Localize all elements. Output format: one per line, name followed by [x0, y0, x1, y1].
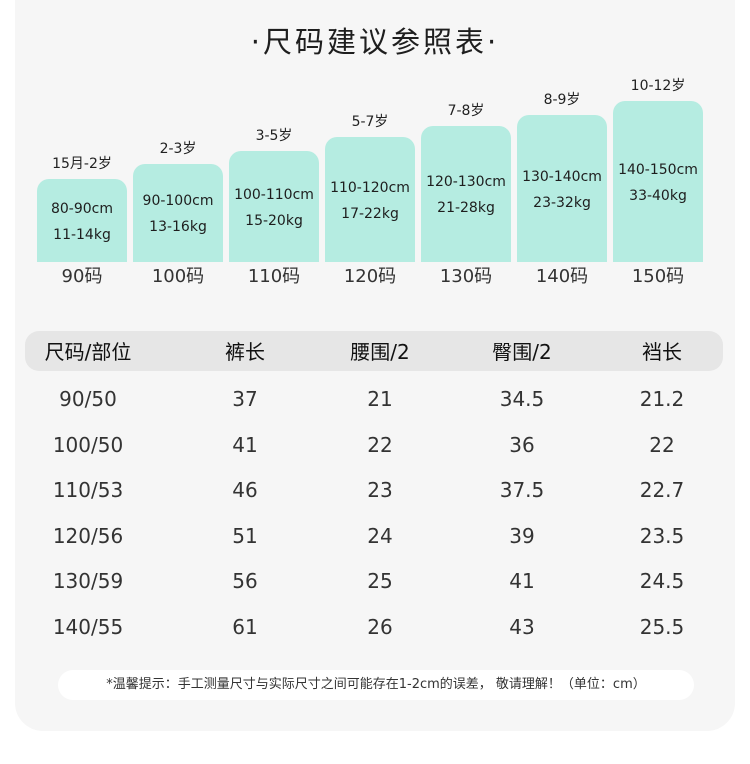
size-height-range: 110-120cm [330, 179, 410, 196]
size-height-range: 100-110cm [234, 186, 314, 203]
size-age-label: 3-5岁 [255, 128, 293, 144]
table-cell: 34.5 [499, 387, 545, 411]
table-header-bg [25, 331, 723, 371]
table-cell: 120/56 [52, 524, 124, 548]
size-age-label: 15月-2岁 [52, 156, 112, 172]
table-cell: 22 [367, 433, 393, 457]
table-cell: 46 [232, 478, 258, 502]
table-cell: 26 [367, 615, 393, 639]
table-cell: 24.5 [639, 569, 685, 593]
size-code-label: 120码 [343, 266, 397, 287]
table-cell: 56 [232, 569, 258, 593]
table-cell: 100/50 [52, 433, 124, 457]
size-bar: 120-130cm 21-28kg [421, 126, 511, 262]
size-weight-range: 23-32kg [533, 194, 591, 211]
table-cell: 61 [232, 615, 258, 639]
table-cell: 25.5 [639, 615, 685, 639]
size-height-range: 120-130cm [426, 174, 506, 190]
size-code-label: 110码 [247, 266, 301, 287]
table-cell: 140/55 [52, 615, 124, 639]
table-cell: 37 [232, 387, 258, 411]
size-note: *温馨提示：手工测量尺寸与实际尺寸之间可能存在1-2cm的误差， 敬请理解！（单… [106, 677, 646, 692]
table-cell: 39 [509, 524, 535, 548]
table-cell: 23.5 [639, 524, 685, 548]
size-code-label: 130码 [439, 266, 493, 287]
size-bar: 130-140cm 23-32kg [517, 115, 607, 262]
size-bar: 140-150cm 33-40kg [613, 101, 703, 262]
table-cell: 24 [367, 524, 393, 548]
size-bar: 90-100cm 13-16kg [133, 164, 223, 262]
table-cell: 51 [232, 524, 258, 548]
table-cell: 130/59 [52, 569, 124, 593]
table-cell: 37.5 [499, 478, 545, 502]
table-header-cell: 裤长 [225, 340, 265, 364]
table-cell: 110/53 [52, 478, 124, 502]
table-cell: 43 [509, 615, 535, 639]
size-height-range: 130-140cm [522, 168, 602, 185]
size-code-label: 100码 [151, 266, 205, 287]
table-cell: 21 [367, 387, 393, 411]
table-cell: 22 [649, 433, 675, 457]
size-height-range: 140-150cm [618, 161, 698, 178]
size-weight-range: 11-14kg [53, 226, 111, 243]
table-cell: 41 [509, 569, 535, 593]
size-height-range: 90-100cm [142, 193, 214, 209]
size-age-label: 10-12岁 [630, 78, 686, 94]
size-age-label: 2-3岁 [159, 141, 197, 157]
table-cell: 41 [232, 433, 258, 457]
size-weight-range: 15-20kg [245, 212, 303, 229]
table-cell: 90/50 [59, 387, 117, 411]
size-weight-range: 17-22kg [341, 205, 399, 222]
page-title: ·尺码建议参照表· [250, 25, 500, 59]
table-header-cell: 臀围/2 [492, 340, 552, 364]
note-pill [58, 670, 694, 700]
table-cell: 22.7 [639, 478, 685, 502]
table-header-cell: 裆长 [642, 340, 682, 364]
table-cell: 25 [367, 569, 393, 593]
size-weight-range: 21-28kg [437, 200, 495, 216]
size-height-range: 80-90cm [50, 200, 113, 217]
table-cell: 36 [509, 433, 535, 457]
size-age-label: 5-7岁 [351, 114, 389, 130]
table-cell: 23 [367, 478, 393, 502]
size-code-label: 140码 [535, 266, 589, 287]
size-bar: 80-90cm 11-14kg [37, 179, 127, 262]
size-weight-range: 13-16kg [149, 219, 207, 235]
size-age-label: 8-9岁 [543, 92, 581, 108]
size-bar: 100-110cm 15-20kg [229, 151, 319, 262]
table-cell: 21.2 [639, 387, 685, 411]
size-weight-range: 33-40kg [629, 187, 687, 204]
table-header-cell: 尺码/部位 [44, 340, 132, 364]
size-code-label: 90码 [61, 266, 103, 287]
size-age-label: 7-8岁 [447, 103, 485, 119]
size-code-label: 150码 [631, 266, 685, 287]
size-bar: 110-120cm 17-22kg [325, 137, 415, 262]
table-header-cell: 腰围/2 [350, 340, 410, 364]
